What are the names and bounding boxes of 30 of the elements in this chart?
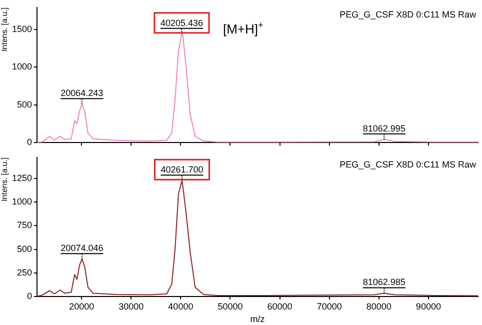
y-tick-label: 500: [16, 99, 32, 110]
y-tick-label: 1000: [12, 62, 32, 72]
y-tick-label: 0: [26, 137, 32, 148]
y-axis-title: Intens. [a.u.]: [0, 7, 10, 52]
y-tick-label: 1250: [12, 173, 32, 184]
annotation: 20064.243: [60, 88, 104, 98]
annotation: [M+H]+: [222, 20, 264, 36]
annotation: 81062.995: [362, 123, 406, 134]
annotation: 81062.985: [362, 277, 406, 288]
x-tick-label: 30000: [118, 301, 144, 312]
y-tick-label: 250: [16, 267, 32, 278]
annotation: 40205.436: [160, 18, 203, 28]
x-tick-label: 20000: [69, 301, 94, 312]
x-axis-title: m/z: [250, 314, 266, 324]
y-tick-label: 0: [26, 290, 32, 301]
x-tick-label: 80000: [366, 301, 392, 312]
x-tick-label: 50000: [218, 301, 243, 312]
y-axis-title: Intens. [a.u.]: [0, 157, 10, 202]
y-tick-label: 1000: [12, 196, 32, 207]
x-tick-label: 40000: [168, 301, 194, 312]
y-tick-label: 500: [16, 244, 32, 254]
y-tick-label: 1500: [12, 24, 32, 34]
annotation: PEG_G_CSF X8D 0:C11 MS Raw: [340, 9, 476, 20]
x-tick-label: 60000: [267, 301, 292, 312]
annotation: PEG_G_CSF X8D 0:C11 MS Raw: [340, 159, 476, 170]
annotation: 40261.700: [160, 164, 204, 175]
x-tick-label: 70000: [316, 301, 342, 312]
y-tick-label: 750: [16, 220, 32, 230]
x-tick-label: 90000: [416, 301, 441, 312]
annotation: 20074.046: [60, 243, 104, 254]
